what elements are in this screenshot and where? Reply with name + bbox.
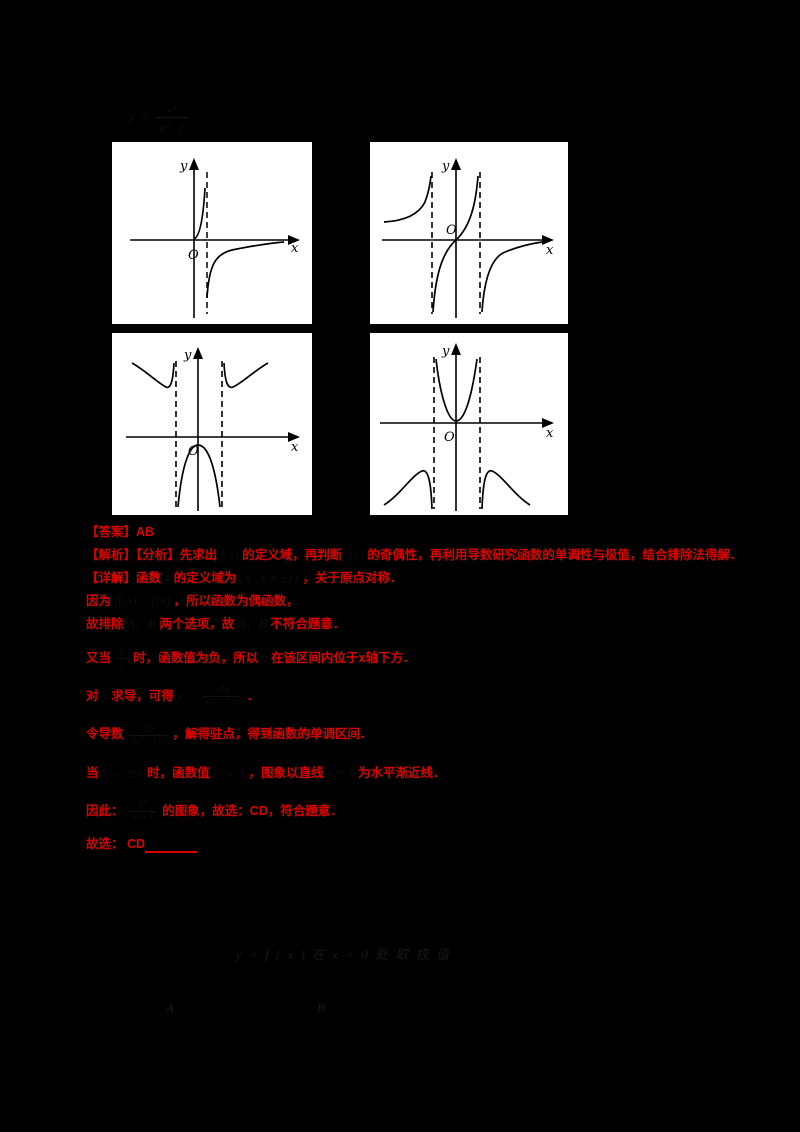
detail-tail-2: ，关于原点对称． (302, 571, 403, 585)
exclude-tail-1: 两个选项，故 (159, 617, 235, 631)
deriv-math-1: y (102, 688, 108, 704)
conclusion-frac-denominator: x² - 1 (132, 811, 154, 823)
stem-numerator: x2 (156, 100, 189, 118)
conclusion-label: 因此： (86, 803, 124, 818)
figure-panel-grid: O x y O x y (112, 142, 572, 524)
limit-tail-3: 为水平渐近线． (357, 765, 446, 780)
footer-math-row-1: y = f ( x ) 在 x = 0 处 取 极 值 (236, 947, 451, 962)
stem-prefix: y = (128, 108, 151, 125)
stem-numerator-exponent: 2 (172, 101, 178, 112)
deriv-tail-2: ． (246, 689, 260, 704)
stem-fraction: x2 x2- 1 (156, 100, 189, 135)
deriv-frac-numerator: -2x (203, 684, 242, 698)
solution-line-answer: 故选： CD (86, 836, 746, 853)
mono-label: 令导数 (86, 727, 124, 742)
exclude-math-1: A、B (127, 616, 156, 631)
deriv-tail-1: 求导，可得 (111, 689, 174, 704)
detail-tail-1: 的定义域为 (173, 571, 237, 585)
question-stem: y = x2 x2- 1 (128, 100, 190, 135)
limit-label: 当 (86, 765, 99, 780)
figure-row-bottom: O x y O x y (112, 333, 572, 515)
stem-denominator: x2- 1 (159, 119, 186, 135)
value-math-2: y (261, 650, 268, 665)
figure-panel-c[interactable]: O x y (112, 333, 312, 515)
limit-tail-1: 时，函数值 (147, 765, 210, 780)
figure-panel-a[interactable]: O x y (112, 142, 312, 324)
solution-line-monotonic: 令导数 -2x (x² - 1)² ，解得驻点，得到函数的单调区间． (86, 721, 746, 747)
stem-denominator-exponent: 2 (165, 119, 171, 130)
solution-line-limit: 当 x → ±∞ 时，函数值 y → 1 ，图象以直线 y = 1 为水平渐近线… (86, 760, 746, 786)
origin-label-d: O (444, 430, 455, 445)
deriv-fraction: -2x (x² - 1)² (203, 684, 242, 709)
mono-frac-numerator: -2x (129, 723, 167, 736)
x-axis-label-a: x (291, 241, 299, 256)
solution-line-value: 又当 1 2 时，函数值为负，所以 y 在该区间内位于x轴下方． (86, 645, 746, 671)
value-frac-numerator: 1 (116, 646, 128, 660)
analysis-tail-1: 的定义域，再判断 (242, 548, 343, 562)
exclude-label: 故排除 (86, 617, 124, 631)
solution-line-exclude: 故排除 A、B 两个选项，故 A、B 不符合题意． (86, 615, 746, 633)
solution-line-detail: 【详解】函数 y 的定义域为 {x | x ≠ ±1} ，关于原点对称． (86, 569, 746, 587)
conclusion-tail: 的图象，故选：CD，符合题意． (162, 803, 343, 818)
detail-math-2: {x | x ≠ ±1} (239, 570, 300, 585)
solution-line-derivative: 对 y 求导，可得 y' = -2x (x² - 1)² ． (86, 683, 746, 709)
origin-label-b: O (446, 223, 457, 238)
solution-heading: 【答案】AB (86, 525, 155, 539)
limit-tail-2: ，图象以直线 (248, 765, 324, 780)
detail-label: 【详解】函数 (86, 571, 162, 585)
analysis-tail-2: 的奇偶性，再利用导数研究函数的单调性与极值，结合排除法得解． (367, 548, 743, 562)
parity-tail: ，所以函数为偶函数， (173, 594, 299, 608)
mono-fraction: -2x (x² - 1)² (129, 723, 167, 748)
footer-math-row-2: A B (166, 1000, 395, 1015)
mono-tail: ，解得驻点，得到函数的单调区间． (172, 727, 373, 742)
solution-block: 【答案】AB 【解析】【分析】先求出 f(x) 的定义域，再判断 f(x) 的奇… (86, 524, 746, 858)
analysis-math-2: f(x) (345, 547, 364, 562)
x-axis-label-b: x (546, 243, 554, 258)
limit-math-1: x → ±∞ (102, 764, 144, 780)
y-axis-label-d: y (441, 344, 450, 359)
value-frac-denominator: 2 (119, 659, 125, 671)
origin-label-a: O (188, 248, 199, 263)
y-axis-label-a: y (179, 159, 188, 174)
stem-denominator-tail: - 1 (170, 121, 186, 135)
answer-value: CD (127, 836, 146, 851)
deriv-math-2: y' = (177, 688, 198, 704)
answer-label: 故选： (86, 836, 124, 851)
x-axis-label-d: x (546, 426, 554, 441)
solution-line-conclusion: 因此： x² x² - 1 的图象，故选：CD，符合题意． (86, 798, 746, 824)
solution-line-parity: 因为 f(-x) = f(x) ，所以函数为偶函数， (86, 592, 746, 610)
origin-label-c: O (188, 444, 199, 459)
deriv-label: 对 (86, 689, 99, 704)
deriv-frac-denominator: (x² - 1)² (206, 697, 239, 709)
value-tail-1: 时，函数值为负，所以 (133, 651, 259, 665)
figure-row-top: O x y O x y (112, 142, 572, 324)
y-axis-label-b: y (441, 159, 450, 174)
parity-math: f(-x) = f(x) (114, 593, 171, 608)
detail-math-1: y (164, 570, 171, 585)
value-label: 又当 (86, 651, 112, 665)
analysis-label: 【解析】【分析】先求出 (86, 548, 218, 562)
figure-panel-d[interactable]: O x y (370, 333, 568, 515)
exclude-math-2: A、B (237, 616, 267, 631)
conclusion-frac-numerator: x² (129, 799, 157, 812)
parity-label: 因为 (86, 594, 112, 608)
solution-line-analysis: 【解析】【分析】先求出 f(x) 的定义域，再判断 f(x) 的奇偶性，再利用导… (86, 546, 746, 564)
y-axis-label-c: y (183, 348, 192, 363)
x-axis-label-c: x (291, 440, 299, 455)
exclude-tail-2: 不符合题意． (270, 617, 346, 631)
limit-math-3: y = 1 (326, 764, 355, 780)
answer-underline (145, 840, 198, 853)
conclusion-fraction: x² x² - 1 (129, 799, 157, 824)
analysis-math-1: f(x) (220, 547, 239, 562)
value-tail-2: 在该区间内位于x轴下方． (271, 651, 416, 665)
mono-frac-denominator: (x² - 1)² (132, 735, 164, 747)
limit-math-2: y → 1 (213, 764, 245, 780)
figure-panel-b[interactable]: O x y (370, 142, 568, 324)
value-fraction: 1 2 (116, 646, 128, 671)
